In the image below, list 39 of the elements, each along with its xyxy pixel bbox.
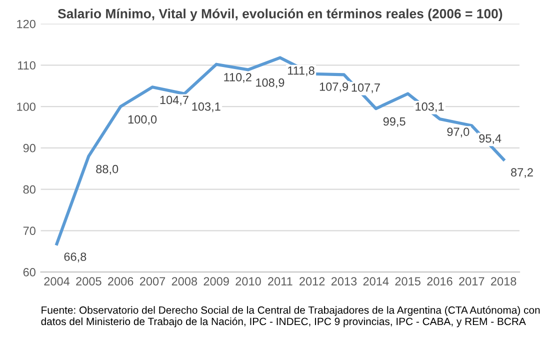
data-label: 110,2 bbox=[224, 73, 252, 83]
y-tick-label: 120 bbox=[17, 20, 36, 28]
data-label: 95,4 bbox=[479, 134, 502, 144]
data-label: 97,0 bbox=[447, 128, 470, 138]
data-label: 100,0 bbox=[128, 115, 157, 125]
data-label: 66,8 bbox=[64, 252, 86, 262]
data-label: 88,0 bbox=[96, 164, 118, 175]
x-tick-label: 2017 bbox=[459, 277, 484, 286]
data-label: 87,2 bbox=[511, 168, 533, 178]
y-tick-label: 80 bbox=[23, 185, 36, 194]
x-tick-label: 2010 bbox=[236, 277, 261, 286]
x-tick-label: 2005 bbox=[76, 277, 102, 286]
x-tick-label: 2015 bbox=[395, 277, 420, 286]
x-tick-label: 2006 bbox=[108, 277, 134, 286]
x-tick-label: 2013 bbox=[331, 277, 357, 286]
data-label: 103,1 bbox=[192, 102, 220, 112]
x-tick-label: 2012 bbox=[300, 277, 325, 286]
data-label: 108,9 bbox=[256, 78, 284, 88]
data-label: 104,7 bbox=[160, 96, 188, 106]
x-tick-label: 2004 bbox=[44, 277, 70, 286]
y-tick-label: 110 bbox=[18, 61, 36, 70]
x-tick-label: 2008 bbox=[172, 277, 198, 286]
data-label: 103,1 bbox=[416, 102, 444, 112]
data-label: 107,7 bbox=[352, 83, 380, 94]
data-label: 111,8 bbox=[288, 66, 314, 76]
y-tick-label: 60 bbox=[23, 268, 36, 276]
x-tick-label: 2018 bbox=[491, 277, 516, 286]
data-label: 99,5 bbox=[383, 117, 406, 128]
y-tick-label: 70 bbox=[23, 226, 36, 236]
y-tick-label: 100 bbox=[17, 102, 36, 111]
y-tick-label: 90 bbox=[23, 144, 36, 152]
data-label: 107,9 bbox=[320, 82, 348, 92]
x-tick-label: 2016 bbox=[427, 277, 452, 286]
x-tick-label: 2009 bbox=[204, 277, 229, 286]
x-tick-label: 2011 bbox=[268, 277, 292, 286]
x-tick-label: 2014 bbox=[363, 277, 389, 286]
chart-title: Salario Mínimo, Vital y Móvil, evolución en términos reales (2006 = 100) bbox=[58, 8, 502, 21]
source-note: Fuente: Observatorio del Derecho Social de la Central de Trabajadores de la Argentina (CTA Autónoma) con datos del Ministerio de Trabajo de la Nación, IPC - INDEC, IPC 9 provincias, IPC - CABA, y REM - BCRA bbox=[41, 306, 540, 328]
x-tick-label: 2007 bbox=[140, 277, 166, 286]
